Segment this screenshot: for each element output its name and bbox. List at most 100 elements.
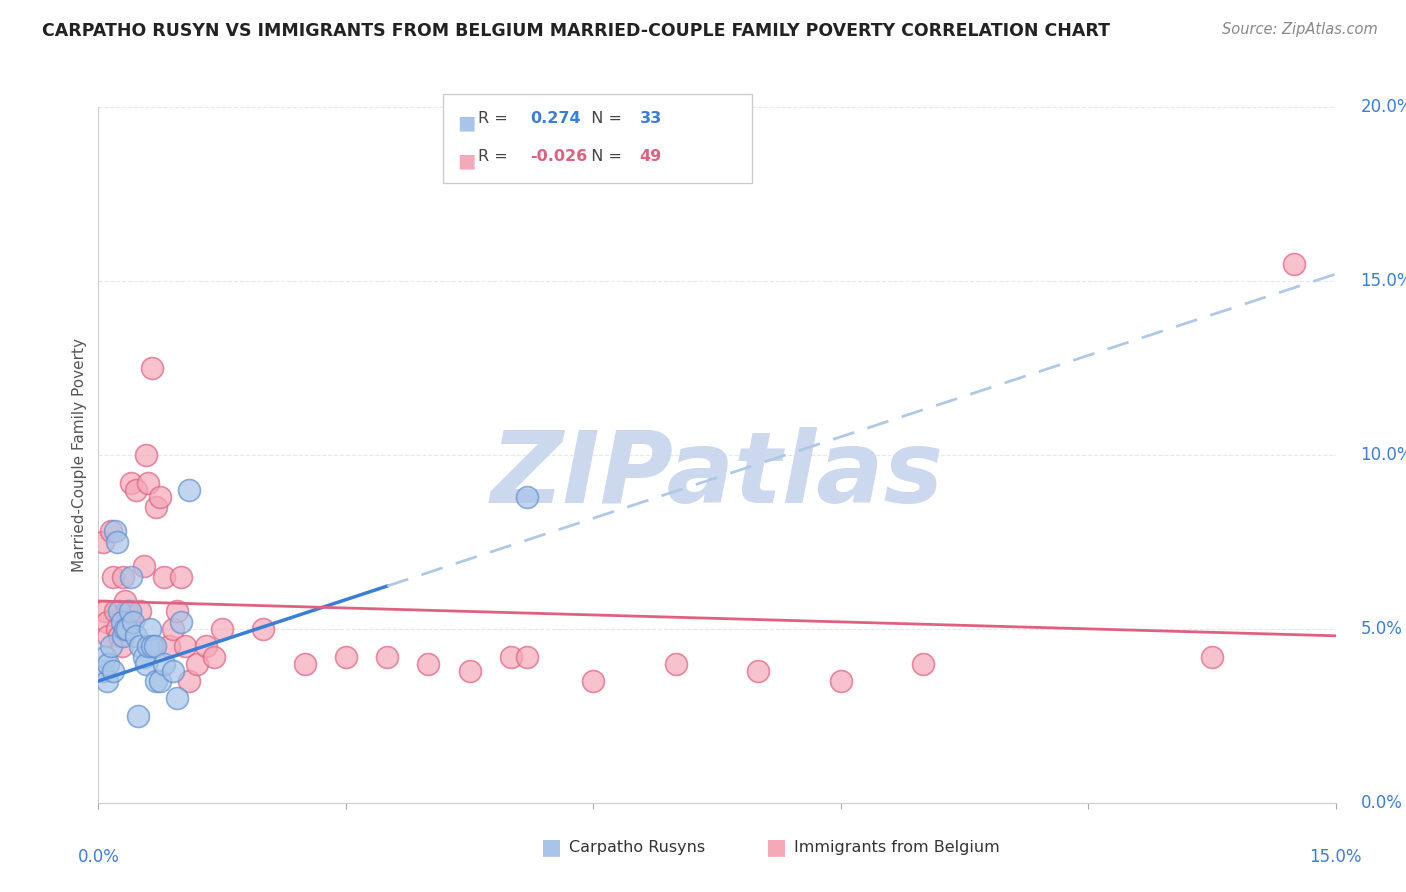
Text: R =: R = <box>478 111 517 126</box>
Point <box>162 664 184 678</box>
Point <box>170 615 193 629</box>
Text: ZIPatlas: ZIPatlas <box>491 427 943 524</box>
Point <box>186 657 208 671</box>
Point <box>120 570 142 584</box>
Point <box>94 605 117 619</box>
Point <box>174 639 197 653</box>
Point <box>110 615 132 629</box>
Text: 49: 49 <box>640 149 662 164</box>
Point <box>162 622 184 636</box>
Text: N =: N = <box>581 149 627 164</box>
Point <box>294 657 316 671</box>
Point <box>105 534 128 549</box>
Point <box>117 605 139 619</box>
Point <box>153 657 176 671</box>
Point <box>145 674 167 689</box>
Point <box>91 664 114 678</box>
Point <box>124 483 146 497</box>
Text: 15.0%: 15.0% <box>1309 848 1362 866</box>
Point <box>179 483 201 497</box>
Point <box>104 605 127 619</box>
Point <box>1284 256 1306 270</box>
Point <box>96 674 118 689</box>
Text: 20.0%: 20.0% <box>1361 98 1406 116</box>
Text: 33: 33 <box>640 111 662 126</box>
Point <box>104 524 127 539</box>
Point <box>335 649 357 664</box>
Point <box>91 534 114 549</box>
Point <box>100 639 122 653</box>
Point <box>830 674 852 689</box>
Point <box>97 629 120 643</box>
Point <box>97 657 120 671</box>
Point <box>108 605 131 619</box>
Text: 10.0%: 10.0% <box>1361 446 1406 464</box>
Point <box>418 657 440 671</box>
Point <box>112 570 135 584</box>
Point <box>118 615 141 629</box>
Point <box>128 605 150 619</box>
Point <box>149 674 172 689</box>
Point <box>96 615 118 629</box>
Point <box>128 639 150 653</box>
Point <box>153 570 176 584</box>
Text: 15.0%: 15.0% <box>1361 272 1406 290</box>
Point <box>747 664 769 678</box>
Point <box>516 490 538 504</box>
Point <box>912 657 935 671</box>
Point <box>108 629 131 643</box>
Text: ■: ■ <box>457 113 475 132</box>
Text: ■: ■ <box>541 838 562 857</box>
Point <box>202 649 225 664</box>
Text: N =: N = <box>581 111 627 126</box>
Point <box>114 622 136 636</box>
Point <box>127 708 149 723</box>
Point <box>114 594 136 608</box>
Point <box>582 674 605 689</box>
Point <box>94 649 117 664</box>
Point <box>100 524 122 539</box>
Point <box>132 559 155 574</box>
Point <box>118 605 141 619</box>
Point <box>166 605 188 619</box>
Point <box>110 639 132 653</box>
Text: 5.0%: 5.0% <box>1361 620 1402 638</box>
Point <box>117 622 139 636</box>
Point <box>170 570 193 584</box>
Text: Carpatho Rusyns: Carpatho Rusyns <box>569 840 706 855</box>
Point <box>145 500 167 514</box>
Point <box>499 649 522 664</box>
Text: Immigrants from Belgium: Immigrants from Belgium <box>794 840 1000 855</box>
Point <box>157 639 180 653</box>
Point <box>141 360 163 375</box>
Point <box>166 691 188 706</box>
Text: 0.274: 0.274 <box>530 111 581 126</box>
Y-axis label: Married-Couple Family Poverty: Married-Couple Family Poverty <box>72 338 87 572</box>
Point <box>141 639 163 653</box>
Point <box>103 570 125 584</box>
Point <box>375 649 398 664</box>
Point <box>458 664 481 678</box>
Point <box>135 448 157 462</box>
Text: 0.0%: 0.0% <box>77 848 120 866</box>
Text: 0.0%: 0.0% <box>1361 794 1402 812</box>
Point <box>105 622 128 636</box>
Point <box>103 664 125 678</box>
Point <box>252 622 274 636</box>
Point <box>136 475 159 490</box>
Point <box>112 629 135 643</box>
Point <box>136 639 159 653</box>
Point <box>138 622 160 636</box>
Text: CARPATHO RUSYN VS IMMIGRANTS FROM BELGIUM MARRIED-COUPLE FAMILY POVERTY CORRELAT: CARPATHO RUSYN VS IMMIGRANTS FROM BELGIU… <box>42 22 1111 40</box>
Point <box>211 622 233 636</box>
Point <box>149 490 172 504</box>
Point <box>120 475 142 490</box>
Text: Source: ZipAtlas.com: Source: ZipAtlas.com <box>1222 22 1378 37</box>
Text: ■: ■ <box>457 152 475 170</box>
Point <box>516 649 538 664</box>
Point <box>132 649 155 664</box>
Point <box>124 629 146 643</box>
Text: -0.026: -0.026 <box>530 149 588 164</box>
Point <box>194 639 217 653</box>
Point <box>1201 649 1223 664</box>
